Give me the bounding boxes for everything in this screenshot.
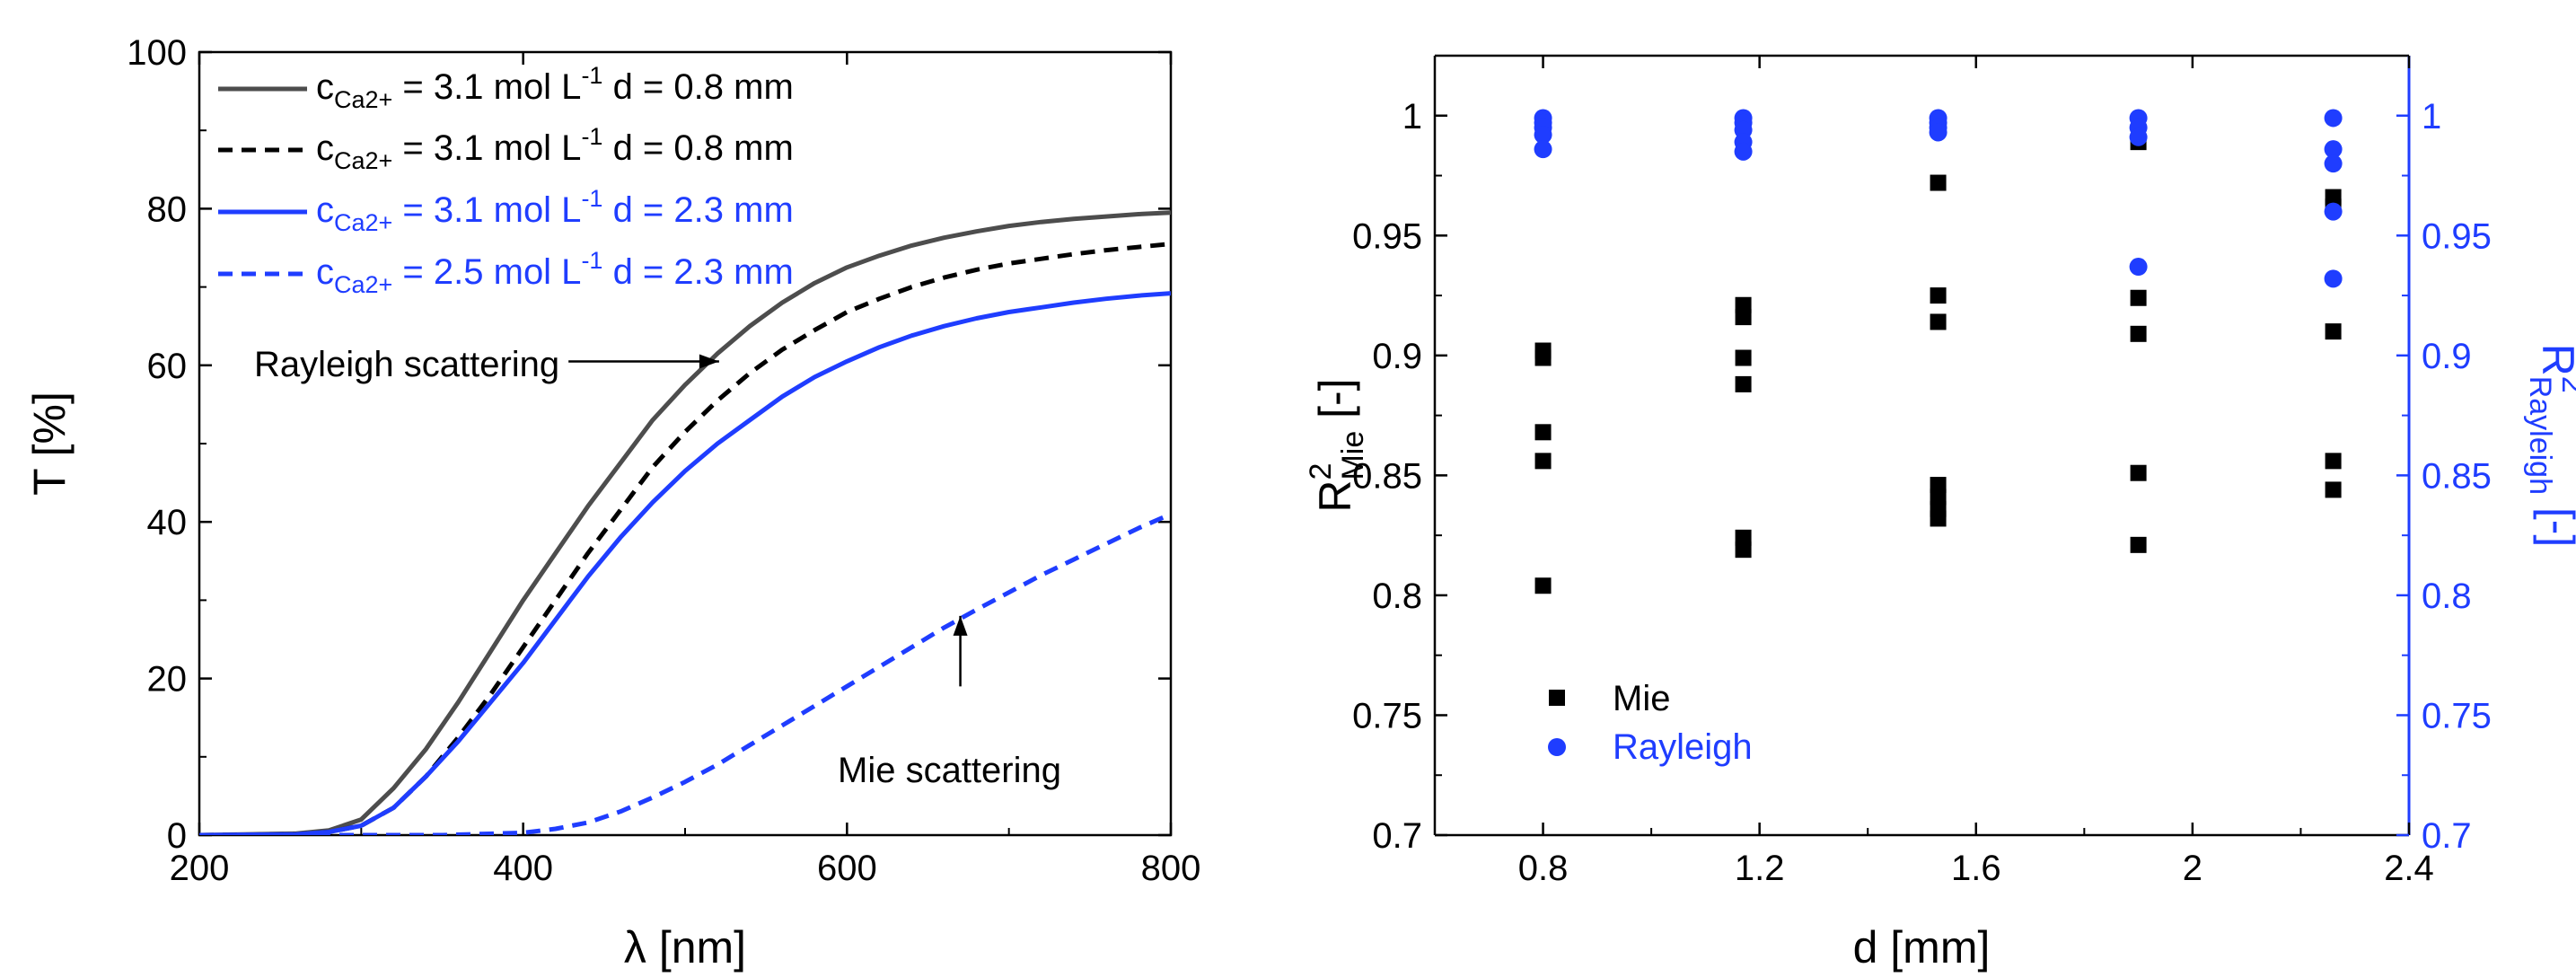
point-rayleigh (2324, 109, 2343, 128)
left-y-tick-label: 0 (167, 816, 187, 856)
series-line-4 (199, 512, 1171, 835)
legend-label-series-3: cCa2+ = 3.1 mol L-1 d = 2.3 mm (316, 185, 794, 236)
series-line-2 (199, 242, 1171, 835)
annotation-mie-scattering: Mie scattering (838, 751, 1061, 790)
legend-label-rayleigh: Rayleigh (1613, 727, 1753, 767)
point-mie (1534, 577, 1552, 594)
point-rayleigh (2129, 128, 2148, 146)
right-y2-tick-label: 0.85 (2422, 456, 2492, 496)
series-line-3 (199, 291, 1171, 835)
right-y2-tick-label: 1 (2422, 97, 2441, 136)
point-rayleigh (2324, 269, 2343, 288)
right-x-tick-label: 1.6 (1951, 849, 2001, 888)
right-y-tick-label: 0.85 (1352, 456, 1422, 496)
point-rayleigh (1734, 142, 1753, 161)
right-x-tick-label: 2 (2183, 849, 2202, 888)
left-y-tick-label: 40 (147, 503, 188, 542)
right-chart: 0.8 1.2 1.6 2 2.40.7 0.70.75 0.750.8 0.80.85 0.8… (1304, 54, 2576, 973)
right-y-tick-label: 0.7 (1372, 816, 1422, 856)
point-mie (2325, 481, 2342, 498)
legend-label-mie: Mie (1613, 679, 1670, 718)
left-x-tick-label: 200 (170, 849, 230, 888)
right-y-axis-title: R2Mie [-] (1304, 378, 1370, 512)
left-x-tick-label: 800 (1141, 849, 1201, 888)
right-points-group (1534, 109, 2343, 594)
left-y-tick-label: 20 (147, 660, 188, 700)
point-mie (1930, 287, 1947, 304)
point-mie (2325, 323, 2342, 340)
point-rayleigh (1929, 123, 1947, 142)
right-y2-tick-label: 0.9 (2422, 337, 2472, 376)
left-y-tick-label: 80 (147, 189, 188, 229)
point-mie (1930, 510, 1947, 527)
left-axis-ticks: 200 400 600 800 0 20 40 60 80 100 (127, 33, 1200, 888)
point-mie (1930, 174, 1947, 191)
point-mie (2325, 453, 2342, 470)
right-y2-tick-label: 0.95 (2422, 216, 2492, 256)
point-mie (2130, 289, 2147, 306)
point-rayleigh (1534, 126, 1552, 145)
right-y-tick-label: 0.95 (1352, 216, 1422, 256)
right-axis-ticks: 0.8 1.2 1.6 2 2.40.7 0.70.75 0.750.8 0.80.85 0.8… (1352, 56, 2492, 888)
left-series-group (199, 210, 1171, 835)
legend-label-series-1: cCa2+ = 3.1 mol L-1 d = 0.8 mm (316, 62, 794, 113)
point-mie (1534, 453, 1552, 470)
right-x-tick-label: 0.8 (1518, 849, 1569, 888)
right-secondary-y-axis-title: R2Rayleigh [-] (2523, 344, 2576, 548)
legend-label-series-2: cCa2+ = 3.1 mol L-1 d = 0.8 mm (316, 123, 794, 174)
arrow-head (699, 354, 719, 369)
right-y-tick-label: 1 (1402, 97, 1422, 136)
annotation-rayleigh-scattering: Rayleigh scattering (254, 345, 559, 384)
series-line-1 (199, 210, 1171, 835)
point-rayleigh (2324, 140, 2343, 159)
left-y-axis-title: T [%] (24, 392, 75, 496)
legend-marker-rayleigh (1548, 738, 1566, 756)
point-mie (1735, 349, 1752, 366)
right-x-tick-label: 1.2 (1735, 849, 1785, 888)
left-x-tick-label: 400 (493, 849, 553, 888)
arrow-head (953, 615, 968, 636)
annotation-arrow-rayleigh (568, 354, 719, 369)
point-mie (1534, 349, 1552, 366)
right-y-tick-label: 0.9 (1372, 337, 1422, 376)
right-y2-tick-label: 0.75 (2422, 696, 2492, 735)
point-mie (2130, 325, 2147, 342)
right-y2-tick-label: 0.8 (2422, 577, 2472, 616)
annotation-arrow-mie (953, 615, 968, 687)
point-mie (1735, 309, 1752, 326)
right-x-axis-title: d [mm] (1853, 922, 1991, 973)
left-y-tick-label: 100 (127, 33, 187, 73)
point-rayleigh (2129, 258, 2148, 277)
point-mie (1930, 313, 1947, 330)
point-mie (1735, 375, 1752, 392)
right-y-tick-label: 0.75 (1352, 696, 1422, 735)
left-x-tick-label: 600 (817, 849, 877, 888)
right-legend: Mie Rayleigh (1548, 679, 1753, 767)
legend-marker-mie (1549, 690, 1565, 706)
right-x-tick-label: 2.4 (2384, 849, 2434, 888)
point-rayleigh (2324, 202, 2343, 221)
point-rayleigh (1534, 140, 1552, 159)
left-legend: cCa2+ = 3.1 mol L-1 d = 0.8 mm cCa2+ = 3… (218, 62, 794, 298)
point-mie (2130, 536, 2147, 553)
point-mie (1534, 424, 1552, 441)
point-rayleigh (2324, 154, 2343, 173)
point-mie (1735, 541, 1752, 559)
point-mie (2130, 464, 2147, 481)
right-y-tick-label: 0.8 (1372, 577, 1422, 616)
left-chart: 200 400 600 800 0 20 40 60 80 100 cCa2+ = 3.1 mol… (24, 33, 1200, 973)
right-y2-tick-label: 0.7 (2422, 816, 2472, 856)
legend-label-series-4: cCa2+ = 2.5 mol L-1 d = 2.3 mm (316, 247, 794, 298)
left-y-tick-label: 60 (147, 347, 188, 386)
left-x-axis-title: λ [nm] (624, 922, 746, 973)
